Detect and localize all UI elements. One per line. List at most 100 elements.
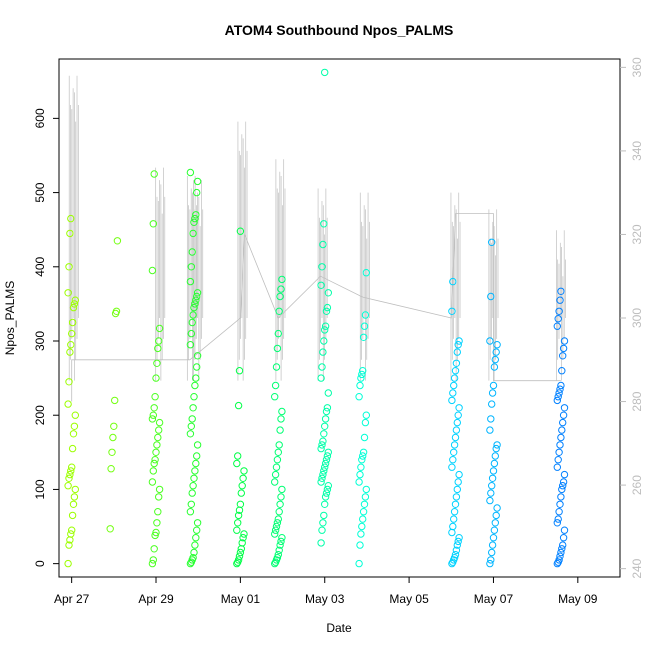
scatter-point [451, 367, 460, 375]
scatter-point [321, 463, 329, 471]
scatter-point [323, 485, 332, 494]
scatter-point [67, 530, 75, 538]
scatter-point [193, 188, 201, 197]
scatter-point [71, 296, 80, 304]
scatter-point [155, 324, 164, 333]
y-tick-label: 200 [33, 405, 47, 425]
scatter-point [318, 526, 326, 534]
scatter-point [238, 482, 246, 490]
x-axis-label: Date [326, 621, 352, 635]
scatter-point [237, 489, 246, 497]
scatter-point [149, 467, 158, 475]
x-axis: Apr 27 Apr 29 May 01 May 03 May 05 May 07 May … [54, 577, 598, 606]
x-tick-label: May 01 [221, 592, 261, 606]
scatter-point [272, 363, 281, 371]
x-tick-label: Apr 29 [138, 592, 174, 606]
scatter-point [321, 459, 330, 468]
scatter-point [191, 214, 199, 223]
scatter-point [65, 474, 73, 482]
scatter-point [155, 418, 164, 427]
scatter-point [319, 437, 327, 445]
scatter-point [190, 548, 198, 557]
y-tick-label: 600 [33, 108, 47, 128]
scatter-point [113, 237, 122, 245]
y-tick-label: 100 [33, 479, 47, 499]
scatter-point [233, 559, 241, 568]
scatter-point [239, 534, 247, 542]
scatter-point [556, 441, 564, 449]
scatter-point [455, 404, 463, 412]
scatter-point [555, 389, 563, 397]
scatter-point [192, 374, 200, 382]
scatter-point [189, 311, 197, 319]
scatter-point [454, 341, 462, 349]
scatter-point [557, 287, 565, 295]
scatter-point [320, 337, 328, 345]
scatter-point [487, 292, 495, 301]
scatter-point [67, 467, 75, 475]
scatter-point [190, 218, 198, 227]
scatter-point [556, 296, 564, 304]
scatter-point [362, 485, 370, 494]
scatter-point [193, 177, 202, 186]
scatter-point [151, 393, 159, 401]
scatter-point [324, 389, 332, 397]
scatter-point [448, 307, 456, 315]
scatter-point [487, 556, 495, 564]
scatter-point [491, 519, 499, 527]
scatter-point [188, 318, 196, 327]
scatter-point [358, 522, 366, 531]
scatter-point [273, 344, 282, 353]
scatter-point [559, 352, 567, 360]
scatter-point [68, 329, 76, 338]
scatter-point [278, 407, 286, 416]
scatter-point [69, 430, 78, 438]
scatter-point [274, 329, 282, 338]
scatter-point [361, 311, 370, 319]
scatter-point [188, 415, 196, 423]
scatter-point [455, 337, 463, 345]
scatter-point [155, 493, 163, 501]
scatter-point [557, 381, 565, 390]
scatter-point [193, 526, 201, 534]
scatter-point [65, 378, 73, 386]
scatter-point [321, 322, 330, 330]
scatter-point [237, 545, 246, 553]
scatter-point [450, 441, 459, 449]
scatter-point [357, 530, 365, 538]
scatter-point [558, 545, 566, 553]
scatter-point [192, 534, 200, 542]
scatter-point [192, 296, 200, 304]
scatter-point [236, 500, 245, 508]
scatter-point [233, 526, 241, 534]
scatter-point [278, 485, 286, 494]
scatter-point [356, 470, 364, 479]
scatter-point [558, 426, 566, 434]
scatter-point [271, 478, 279, 486]
scatter-point [278, 534, 286, 542]
scatter-point [64, 559, 72, 568]
scatter-point [275, 307, 283, 315]
scatter-point [553, 396, 561, 405]
scatter-point [448, 396, 456, 405]
scatter-point [275, 441, 283, 449]
scatter-point [491, 355, 499, 364]
scatter-point [155, 337, 163, 345]
scatter-point [452, 359, 461, 367]
line-series [68, 75, 566, 402]
scatter-point [359, 508, 368, 516]
scatter-point [455, 534, 463, 542]
scatter-point [276, 426, 284, 434]
scatter-point [357, 463, 365, 471]
scatter-point [318, 263, 326, 271]
scatter-point [493, 504, 501, 512]
scatter-point [186, 430, 195, 438]
scatter-point [151, 456, 159, 464]
scatter-point [555, 448, 563, 456]
scatter-point [356, 541, 364, 549]
scatter-point [321, 500, 329, 508]
scatter-point [319, 470, 327, 479]
scatter-point [559, 411, 568, 419]
scatter-point [148, 559, 157, 568]
scatter-point [490, 363, 499, 371]
